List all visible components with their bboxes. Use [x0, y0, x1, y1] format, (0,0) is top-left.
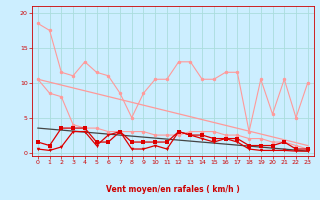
X-axis label: Vent moyen/en rafales ( km/h ): Vent moyen/en rafales ( km/h )	[106, 185, 240, 194]
